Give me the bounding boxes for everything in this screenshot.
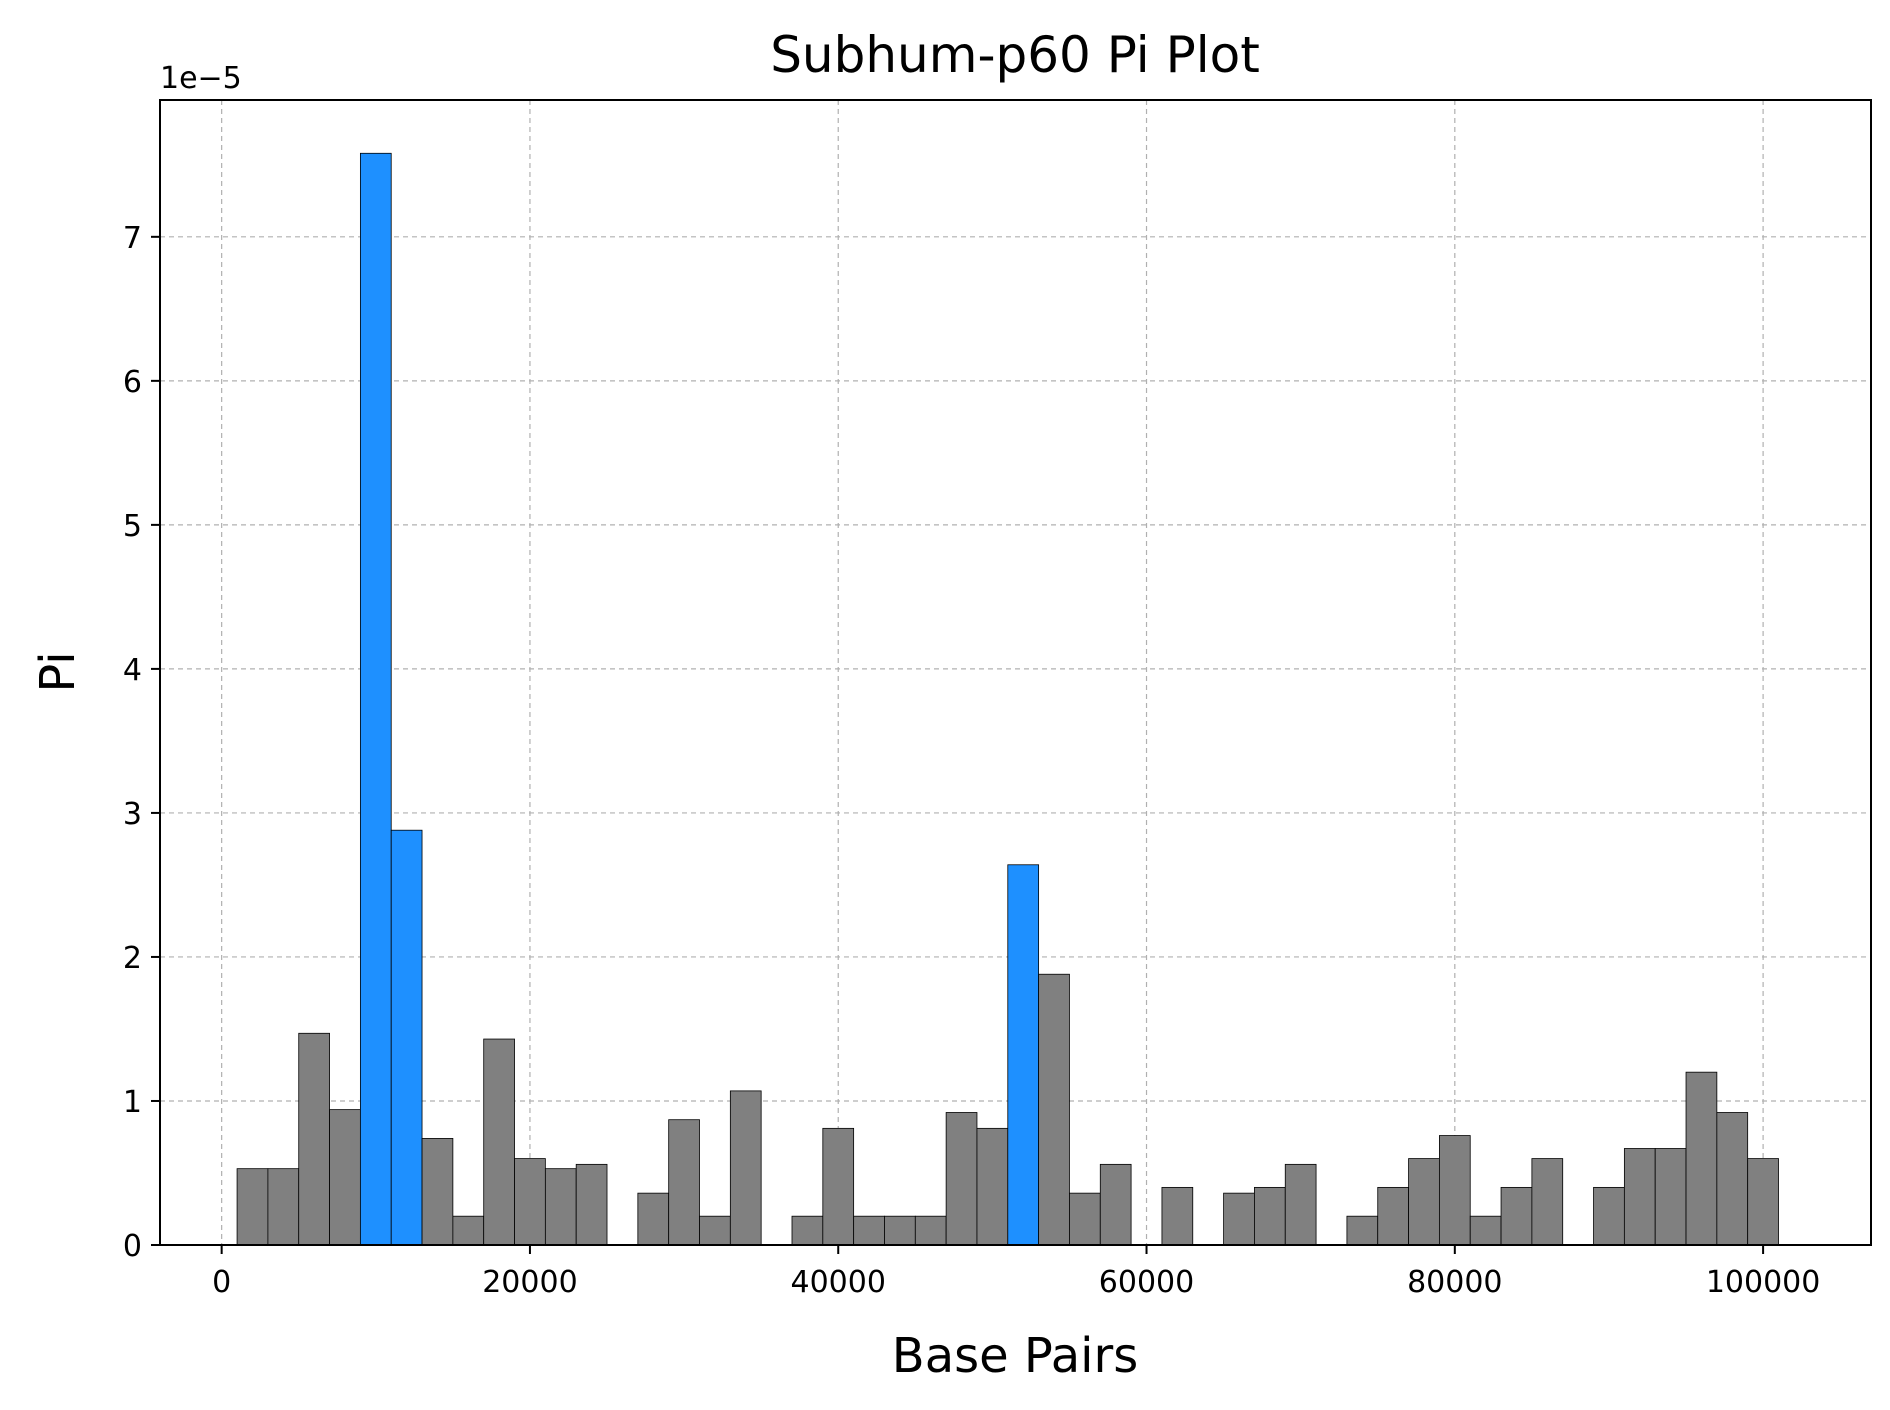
plot-frame xyxy=(159,99,1872,1246)
bar xyxy=(668,1119,700,1246)
y-tick-label: 4 xyxy=(123,653,142,688)
y-tick-label: 0 xyxy=(123,1229,142,1264)
bar xyxy=(1654,1148,1687,1246)
bar xyxy=(514,1158,546,1246)
bar xyxy=(1161,1186,1194,1246)
bar xyxy=(267,1168,300,1246)
bar xyxy=(1408,1158,1440,1246)
bar xyxy=(329,1109,361,1246)
bar xyxy=(637,1192,670,1246)
bar xyxy=(1223,1192,1255,1246)
y-tick-label: 3 xyxy=(123,797,142,832)
x-tick-label: 100000 xyxy=(1706,1265,1821,1300)
bar xyxy=(1716,1112,1749,1246)
bar xyxy=(298,1032,330,1246)
bar xyxy=(1038,973,1070,1246)
bar-highlighted xyxy=(390,829,423,1246)
bar xyxy=(1469,1215,1502,1246)
y-tick-label: 2 xyxy=(123,941,142,976)
bar xyxy=(452,1215,485,1246)
x-tick-label: 40000 xyxy=(791,1265,886,1300)
bar-highlighted xyxy=(1007,864,1040,1246)
bar xyxy=(976,1127,1009,1246)
bar xyxy=(1284,1163,1317,1246)
chart-title: Subhum-p60 Pi Plot xyxy=(770,26,1260,84)
y-tick-label: 5 xyxy=(123,509,142,544)
y-axis-offset-label: 1e−5 xyxy=(160,61,242,96)
y-axis-title: Pi xyxy=(30,651,86,692)
y-tick-label: 6 xyxy=(123,365,142,400)
x-axis: 0 20000 40000 60000 80000 100000 xyxy=(212,1245,1820,1300)
bar xyxy=(1438,1135,1471,1246)
bar xyxy=(1377,1186,1409,1246)
bar xyxy=(945,1112,978,1246)
bar xyxy=(884,1215,916,1246)
bar xyxy=(1099,1163,1132,1246)
x-tick-label: 60000 xyxy=(1099,1265,1194,1300)
y-tick-label: 7 xyxy=(123,221,142,256)
x-axis-title: Base Pairs xyxy=(892,1328,1138,1384)
bar xyxy=(1500,1186,1533,1246)
bar xyxy=(1531,1158,1564,1246)
bar xyxy=(483,1038,515,1246)
bar xyxy=(1623,1148,1656,1246)
bar xyxy=(1069,1192,1101,1246)
bar xyxy=(853,1215,885,1246)
bar xyxy=(1593,1186,1625,1246)
bar xyxy=(822,1127,855,1246)
bar-highlighted xyxy=(359,152,392,1246)
bar xyxy=(1254,1186,1286,1246)
bar xyxy=(791,1215,824,1246)
bar xyxy=(1685,1071,1718,1246)
bar xyxy=(914,1215,947,1246)
x-tick-label: 80000 xyxy=(1407,1265,1502,1300)
bar xyxy=(544,1168,577,1246)
bar xyxy=(729,1090,762,1246)
bar xyxy=(1747,1158,1779,1246)
bar xyxy=(699,1215,731,1246)
bar xyxy=(421,1138,454,1246)
y-tick-label: 1 xyxy=(123,1085,142,1120)
bar xyxy=(575,1163,608,1246)
bar xyxy=(1346,1215,1379,1246)
x-tick-label: 20000 xyxy=(482,1265,577,1300)
y-axis: 0 1 2 3 4 5 6 7 xyxy=(123,221,160,1264)
bar xyxy=(236,1168,269,1246)
x-tick-label: 0 xyxy=(212,1265,231,1300)
